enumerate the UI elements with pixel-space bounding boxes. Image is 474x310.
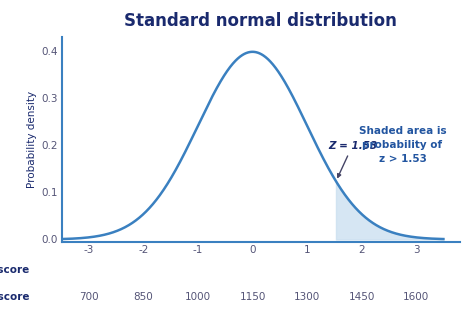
Text: 1150: 1150: [239, 292, 266, 302]
Text: 1600: 1600: [403, 292, 429, 302]
Text: SAT score: SAT score: [0, 292, 30, 302]
Text: z-score: z-score: [0, 265, 30, 276]
Text: 1300: 1300: [294, 292, 320, 302]
Text: Z = 1.53: Z = 1.53: [328, 141, 377, 177]
Text: Shaded area is
probability of
z > 1.53: Shaded area is probability of z > 1.53: [359, 126, 447, 164]
Text: 700: 700: [79, 292, 99, 302]
Y-axis label: Probability density: Probability density: [27, 91, 37, 188]
Title: Standard normal distribution: Standard normal distribution: [124, 12, 397, 30]
Text: 850: 850: [134, 292, 153, 302]
Text: 1450: 1450: [348, 292, 375, 302]
Text: 1000: 1000: [185, 292, 211, 302]
